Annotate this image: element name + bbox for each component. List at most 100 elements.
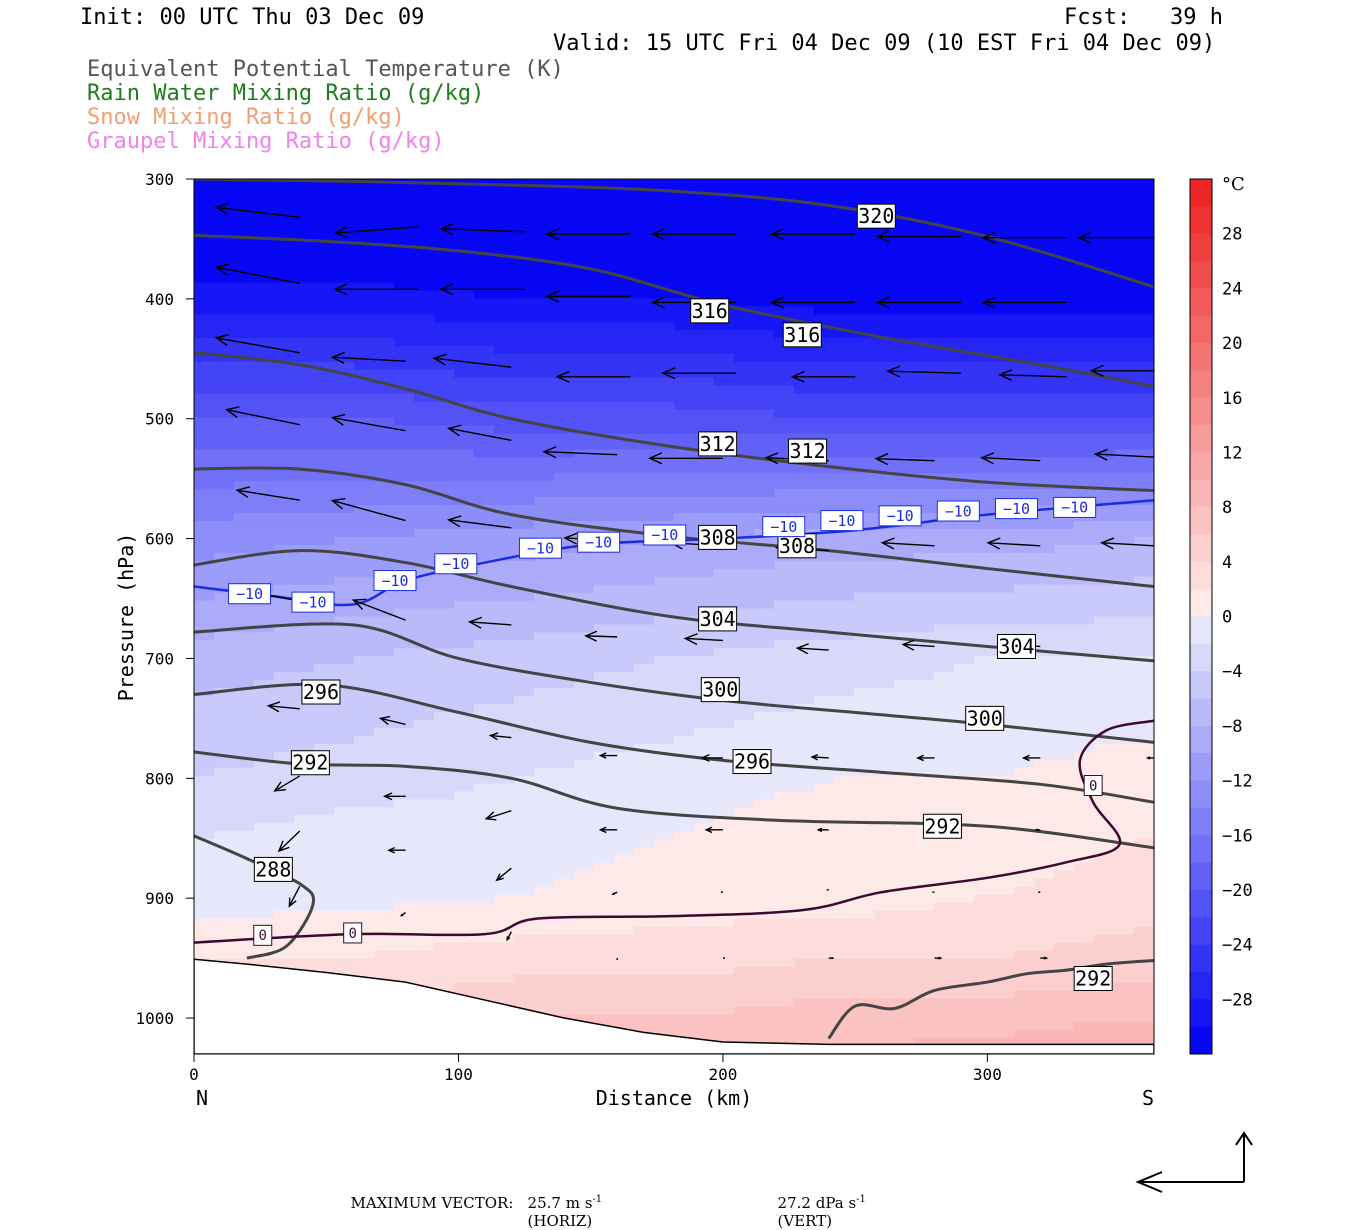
fill-cell — [354, 751, 375, 761]
fill-cell — [634, 401, 655, 411]
fill-cell — [374, 298, 395, 307]
fill-cell — [494, 672, 515, 681]
fill-cell — [374, 664, 395, 673]
fill-cell — [294, 242, 315, 252]
fill-cell — [534, 918, 555, 928]
fill-cell — [514, 632, 535, 641]
fill-cell — [874, 250, 895, 260]
fill-cell — [1014, 250, 1035, 260]
fill-cell — [574, 879, 595, 888]
fill-cell — [334, 688, 355, 697]
fill-cell — [1034, 767, 1055, 777]
fill-cell — [1034, 465, 1055, 474]
fill-cell — [674, 568, 695, 578]
fill-cell — [754, 624, 775, 634]
fill-cell — [774, 711, 795, 721]
fill-cell — [1014, 433, 1035, 443]
fill-cell — [1034, 584, 1055, 594]
fill-cell — [614, 258, 635, 268]
fill-cell — [514, 751, 535, 761]
fill-cell — [474, 536, 495, 546]
fill-cell — [414, 361, 435, 371]
fill-cell — [294, 385, 315, 395]
fill-cell — [574, 186, 595, 196]
fill-cell — [1014, 807, 1035, 816]
fill-cell — [634, 194, 655, 204]
fill-cell — [554, 648, 575, 657]
fill-cell — [914, 711, 935, 721]
fill-cell — [1034, 393, 1055, 403]
fill-cell — [274, 918, 295, 928]
fill-cell — [794, 918, 815, 928]
fill-cell — [614, 759, 635, 769]
fill-cell — [494, 727, 515, 737]
fill-cell — [614, 338, 635, 347]
fill-cell — [1074, 998, 1095, 1007]
fill-cell — [454, 513, 475, 522]
fill-cell — [354, 934, 375, 944]
fill-cell — [954, 258, 975, 268]
fill-cell — [1014, 274, 1035, 284]
fill-cell — [294, 433, 315, 443]
fill-cell — [274, 886, 295, 896]
fill-cell — [474, 958, 495, 968]
fill-cell — [994, 982, 1015, 991]
fill-cell — [934, 536, 955, 546]
fill-cell — [214, 544, 235, 554]
fill-cell — [914, 656, 935, 665]
fill-cell — [854, 346, 875, 355]
fill-cell — [634, 799, 655, 809]
fill-cell — [534, 393, 555, 403]
fill-cell — [474, 831, 495, 840]
fill-cell — [634, 664, 655, 673]
fill-cell — [414, 918, 435, 928]
fill-cell — [474, 815, 495, 824]
fill-cell — [1094, 306, 1115, 315]
fill-cell — [234, 680, 255, 689]
fill-cell — [1034, 950, 1055, 960]
fill-cell — [474, 839, 495, 848]
fill-cell — [594, 194, 615, 204]
fill-cell — [494, 879, 515, 888]
fill-cell — [834, 719, 855, 729]
fill-cell — [1034, 242, 1055, 252]
fill-cell — [754, 361, 775, 371]
fill-cell — [934, 361, 955, 371]
fill-cell — [934, 544, 955, 554]
fill-cell — [874, 425, 895, 435]
fill-cell — [974, 879, 995, 888]
fill-cell — [934, 1014, 955, 1023]
fill-cell — [734, 1014, 755, 1023]
fill-cell — [374, 544, 395, 554]
fill-cell — [814, 179, 835, 188]
fill-cell — [894, 664, 915, 673]
fill-cell — [1014, 616, 1035, 626]
fill-cell — [194, 767, 215, 777]
fill-cell — [734, 226, 755, 236]
fill-cell — [514, 314, 535, 323]
fill-cell — [854, 409, 875, 419]
fill-cell — [234, 855, 255, 864]
fill-cell — [1054, 218, 1075, 228]
fill-cell — [994, 815, 1015, 824]
fill-cell — [674, 457, 695, 466]
fill-cell — [834, 242, 855, 252]
fill-cell — [274, 775, 295, 785]
fill-cell — [474, 298, 495, 307]
fill-cell — [814, 346, 835, 355]
fill-cell — [274, 266, 295, 276]
fill-cell — [954, 338, 975, 347]
fill-cell — [314, 473, 335, 482]
fill-cell — [534, 584, 555, 594]
fill-cell — [994, 902, 1015, 912]
fill-cell — [1094, 250, 1115, 260]
fill-cell — [334, 648, 355, 657]
fill-cell — [974, 751, 995, 761]
fill-cell — [654, 855, 675, 864]
fill-cell — [974, 521, 995, 530]
fill-cell — [354, 314, 375, 323]
fill-cell — [334, 489, 355, 498]
fill-cell — [354, 536, 375, 546]
fill-cell — [494, 799, 515, 809]
fill-cell — [214, 632, 235, 641]
